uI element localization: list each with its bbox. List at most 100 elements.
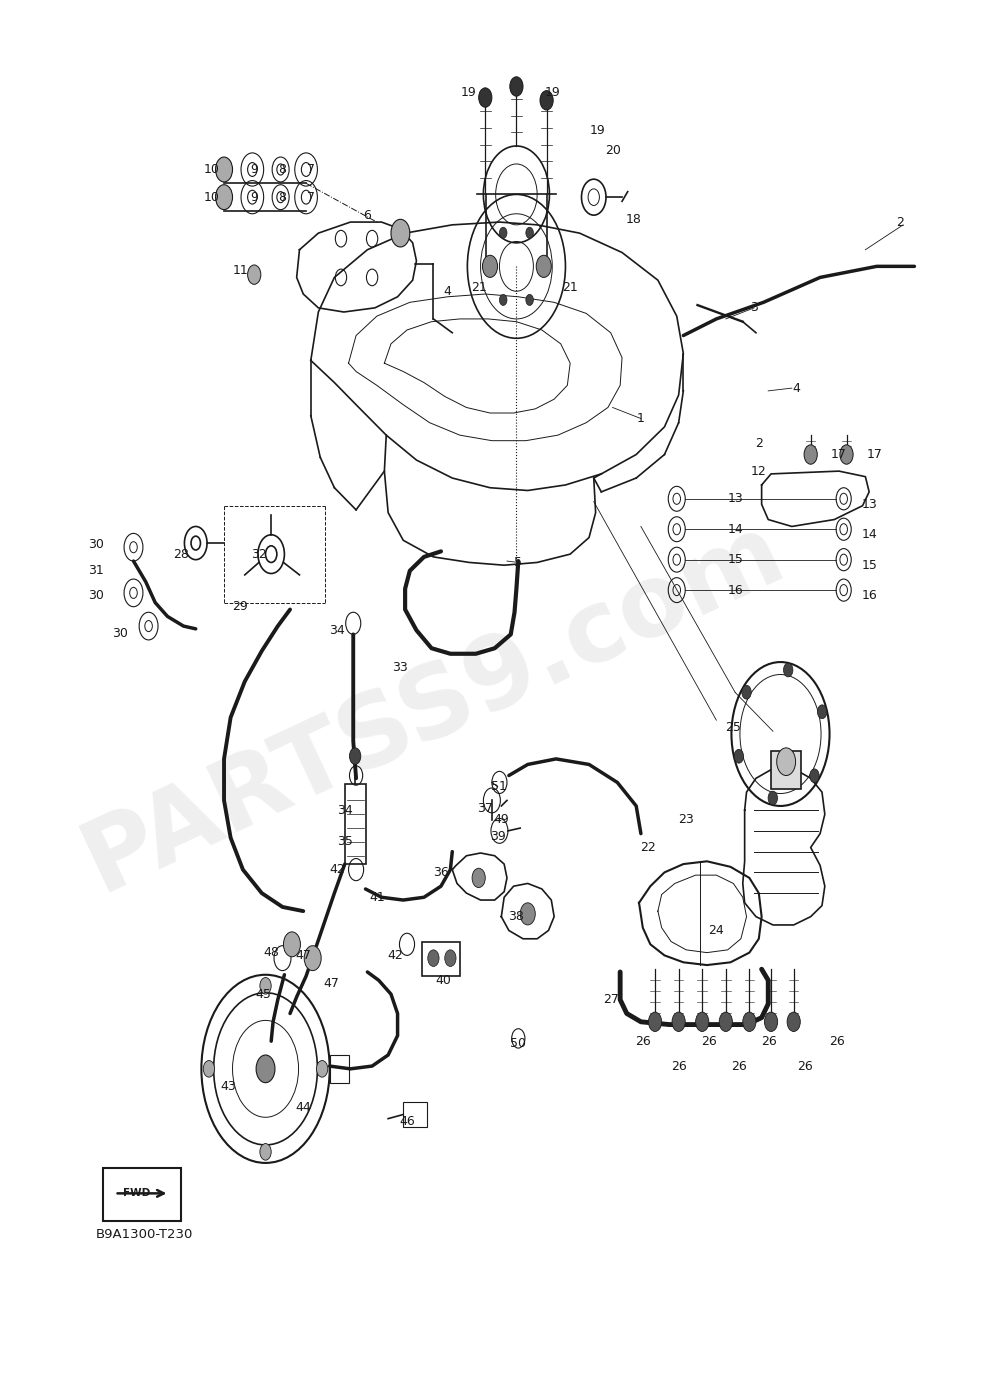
Circle shape xyxy=(536,255,551,277)
Text: 18: 18 xyxy=(625,213,641,226)
Text: 50: 50 xyxy=(510,1037,526,1050)
Circle shape xyxy=(719,1012,732,1032)
Text: B9A1300-T230: B9A1300-T230 xyxy=(96,1228,193,1241)
Text: 30: 30 xyxy=(88,589,104,602)
Text: 43: 43 xyxy=(220,1080,236,1093)
Text: 24: 24 xyxy=(708,924,724,938)
Text: 4: 4 xyxy=(444,285,451,298)
Text: 26: 26 xyxy=(671,1060,687,1072)
Circle shape xyxy=(743,1012,756,1032)
Circle shape xyxy=(804,445,817,464)
Circle shape xyxy=(499,295,507,306)
Text: 26: 26 xyxy=(701,1035,717,1047)
Text: 12: 12 xyxy=(751,464,767,478)
Circle shape xyxy=(445,950,456,967)
Circle shape xyxy=(526,295,533,306)
Circle shape xyxy=(526,227,533,238)
Text: 4: 4 xyxy=(793,382,800,395)
Circle shape xyxy=(817,705,827,719)
Text: 35: 35 xyxy=(337,835,353,849)
Circle shape xyxy=(510,76,523,96)
Circle shape xyxy=(260,978,271,994)
Text: PARTSS9.com: PARTSS9.com xyxy=(68,501,799,911)
Circle shape xyxy=(742,686,751,699)
Text: 13: 13 xyxy=(727,492,743,506)
Text: 16: 16 xyxy=(727,583,743,597)
Text: 15: 15 xyxy=(861,558,877,572)
Text: 26: 26 xyxy=(731,1060,747,1072)
Text: 46: 46 xyxy=(399,1115,415,1127)
Text: 26: 26 xyxy=(829,1035,845,1047)
Circle shape xyxy=(391,219,410,247)
Text: 10: 10 xyxy=(204,163,220,176)
Text: 30: 30 xyxy=(112,626,128,640)
Bar xyxy=(330,1055,349,1083)
Text: 36: 36 xyxy=(433,866,449,879)
Text: 8: 8 xyxy=(279,191,287,204)
Circle shape xyxy=(520,903,535,925)
Text: 22: 22 xyxy=(641,841,656,855)
Circle shape xyxy=(216,184,233,209)
Circle shape xyxy=(248,265,261,284)
Circle shape xyxy=(499,227,507,238)
Text: 40: 40 xyxy=(435,974,451,986)
Text: 39: 39 xyxy=(490,830,505,843)
Text: 31: 31 xyxy=(88,564,104,578)
Text: 20: 20 xyxy=(605,144,621,157)
Text: 47: 47 xyxy=(295,949,311,963)
Circle shape xyxy=(256,1055,275,1083)
Circle shape xyxy=(734,749,744,763)
Text: 6: 6 xyxy=(363,209,371,222)
Text: 32: 32 xyxy=(251,547,267,561)
Text: 48: 48 xyxy=(263,946,279,960)
Text: 21: 21 xyxy=(562,281,578,294)
Circle shape xyxy=(696,1012,709,1032)
Circle shape xyxy=(260,1144,271,1161)
Text: 3: 3 xyxy=(750,302,758,314)
Text: 41: 41 xyxy=(369,891,385,904)
Text: 34: 34 xyxy=(337,803,353,817)
Text: 9: 9 xyxy=(250,191,258,204)
Text: 5: 5 xyxy=(514,555,522,569)
Circle shape xyxy=(783,663,793,677)
Text: 26: 26 xyxy=(797,1060,813,1072)
Circle shape xyxy=(840,445,853,464)
Text: 17: 17 xyxy=(831,447,847,461)
Text: 34: 34 xyxy=(329,623,345,637)
Text: 14: 14 xyxy=(861,528,877,542)
Text: 29: 29 xyxy=(232,600,248,614)
Text: 17: 17 xyxy=(867,447,883,461)
Text: 10: 10 xyxy=(204,191,220,204)
Text: 13: 13 xyxy=(861,497,877,511)
Text: 11: 11 xyxy=(232,265,248,277)
Text: 8: 8 xyxy=(279,163,287,176)
Text: 23: 23 xyxy=(678,813,694,827)
Text: 28: 28 xyxy=(173,547,189,561)
Circle shape xyxy=(316,1061,328,1078)
Circle shape xyxy=(648,1012,662,1032)
Circle shape xyxy=(479,87,492,107)
Bar xyxy=(422,942,460,976)
Circle shape xyxy=(539,260,547,271)
Text: 1: 1 xyxy=(637,413,645,425)
Text: 27: 27 xyxy=(603,993,619,1006)
Circle shape xyxy=(203,1061,215,1078)
Circle shape xyxy=(283,932,300,957)
Text: 26: 26 xyxy=(635,1035,651,1047)
Text: 9: 9 xyxy=(250,163,258,176)
Circle shape xyxy=(672,1012,685,1032)
Bar xyxy=(771,751,801,789)
Circle shape xyxy=(540,90,553,109)
Circle shape xyxy=(472,868,485,888)
Text: 2: 2 xyxy=(755,436,763,450)
Text: 38: 38 xyxy=(508,910,524,924)
Text: 42: 42 xyxy=(388,949,404,963)
Circle shape xyxy=(768,791,778,805)
Text: 51: 51 xyxy=(491,780,507,794)
Text: 37: 37 xyxy=(477,802,493,816)
Circle shape xyxy=(349,748,361,765)
Text: 49: 49 xyxy=(493,813,509,827)
Text: 7: 7 xyxy=(307,163,315,176)
Text: 45: 45 xyxy=(256,988,272,1000)
Text: 2: 2 xyxy=(896,216,904,229)
